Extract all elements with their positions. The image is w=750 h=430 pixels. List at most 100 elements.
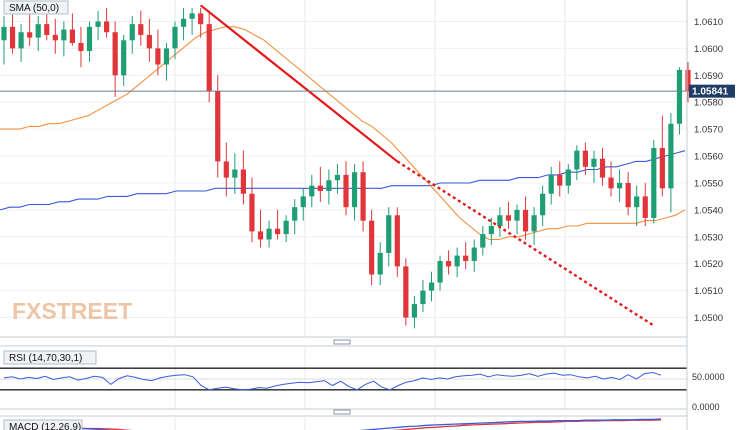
candle-body: [642, 196, 648, 218]
candles-layer: [1, 8, 691, 329]
price-tick-label: 1.0580: [694, 98, 723, 109]
candle-body: [574, 150, 580, 170]
candle-body: [172, 26, 178, 49]
candle-body: [129, 24, 135, 41]
candle-body: [420, 290, 426, 305]
watermark: FXSTREET: [12, 298, 132, 324]
candle-body: [223, 161, 229, 178]
candle-body: [69, 29, 75, 43]
candle-body: [232, 169, 238, 178]
candle-body: [608, 177, 614, 189]
price-axis: 1.0610 1.0600 1.0590 1.0580 1.0570 1.0560 1.05…: [694, 17, 723, 324]
candle-body: [463, 255, 469, 262]
candle-body: [189, 13, 195, 19]
trendlines-layer: [199, 4, 655, 327]
candle-body: [360, 172, 366, 221]
candle-body: [428, 282, 435, 291]
candle-body: [138, 24, 144, 35]
candle-body: [180, 18, 187, 27]
candle-body: [343, 174, 349, 208]
candle-body: [351, 172, 358, 208]
candle-body: [35, 24, 41, 38]
candle-body: [317, 185, 323, 192]
candle-body: [497, 215, 503, 227]
macd-line: [3, 418, 662, 430]
candle-body: [634, 196, 640, 208]
sma-label: SMA (50,0): [9, 3, 59, 14]
panel-resize-handle-2[interactable]: [333, 409, 351, 415]
price-tick-label: 1.0510: [694, 286, 723, 297]
price-tick-label: 1.0520: [694, 259, 723, 270]
rsi-line: [3, 371, 662, 391]
candle-body: [300, 196, 306, 208]
candle-body: [112, 32, 118, 76]
main-panel-bg: [0, 0, 687, 337]
candle-body: [386, 215, 392, 253]
candle-body: [292, 207, 298, 221]
candle-body: [163, 48, 170, 65]
candle-body: [659, 147, 665, 189]
candle-body: [334, 174, 341, 181]
candle-body: [27, 32, 33, 38]
candle-body: [215, 91, 221, 162]
candle-body: [582, 150, 588, 167]
candle-body: [437, 261, 443, 283]
macd-lines-layer: [3, 418, 662, 430]
candle-body: [155, 48, 161, 65]
candle-body: [488, 226, 494, 235]
candle-body: [617, 182, 623, 189]
candle-body: [651, 147, 657, 218]
price-tick-label: 1.0610: [694, 17, 723, 28]
candle-body: [61, 29, 67, 41]
candle-body: [565, 169, 571, 186]
current-price-label: 1.05841: [692, 87, 729, 98]
candle-body: [591, 158, 597, 167]
price-tick-label: 1.0600: [694, 44, 723, 55]
macd-label: MACD (12,26,9): [9, 422, 81, 430]
candle-body: [9, 26, 16, 49]
candle-body: [309, 185, 315, 197]
price-tick-label: 1.0570: [694, 125, 723, 136]
price-tick-label: 1.0550: [694, 178, 723, 189]
rsi-grid: [174, 346, 566, 409]
candle-body: [446, 261, 452, 267]
rsi-tick-50: 50.0000: [692, 372, 725, 382]
candle-body: [104, 21, 110, 33]
candle-body: [257, 231, 264, 240]
candle-body: [121, 40, 127, 76]
candle-body: [18, 32, 24, 49]
candle-body: [668, 123, 674, 189]
candle-body: [326, 180, 332, 192]
candle-body: [240, 169, 246, 194]
candle-body: [52, 34, 58, 41]
candle-body: [685, 69, 691, 92]
candle-body: [471, 247, 477, 262]
candle-body: [625, 182, 631, 208]
price-tick-label: 1.0590: [694, 71, 723, 82]
candle-body: [1, 26, 7, 41]
price-tick-label: 1.0560: [694, 152, 723, 163]
candle-body: [531, 215, 537, 232]
candle-body: [249, 193, 255, 232]
candle-body: [44, 24, 50, 35]
rsi-levels: [0, 367, 687, 391]
rsi-line-layer: [3, 371, 662, 391]
candle-body: [480, 234, 486, 248]
sma-label-box: [3, 0, 69, 15]
price-tick-label: 1.0500: [694, 313, 723, 324]
price-tick-label: 1.0540: [694, 205, 723, 216]
candle-body: [599, 158, 606, 178]
candle-body: [377, 252, 383, 275]
candle-body: [505, 215, 512, 221]
panel-resize-handle[interactable]: [333, 339, 351, 345]
sma-fast-layer: [0, 26, 686, 241]
candle-body: [540, 193, 546, 216]
rsi-label-box: [3, 350, 97, 365]
candle-body: [86, 26, 93, 52]
rsi-tick-0: 0.0000: [692, 402, 720, 412]
candle-body: [403, 266, 409, 318]
candle-body: [283, 220, 289, 235]
candle-body: [146, 34, 152, 49]
candle-body: [275, 228, 281, 235]
